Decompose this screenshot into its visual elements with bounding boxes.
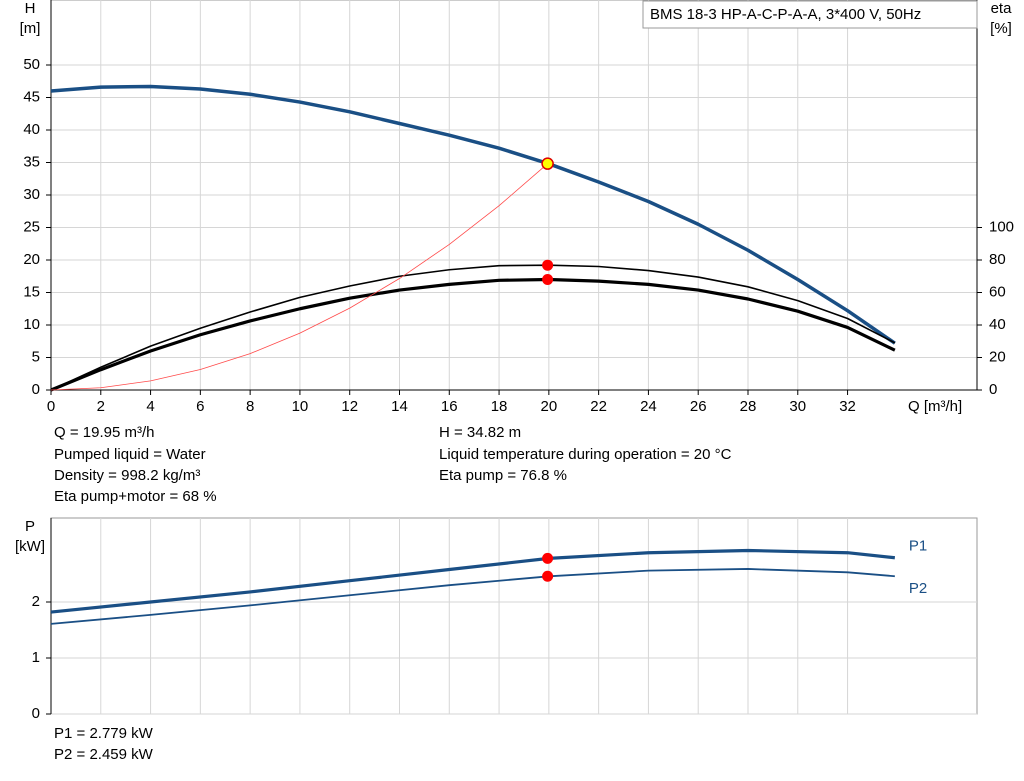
y-tick-label: 40 bbox=[23, 121, 40, 138]
x-tick-label: 2 bbox=[97, 398, 105, 415]
x-tick-label: 30 bbox=[789, 398, 806, 415]
info-text: P2 = 2.459 kW bbox=[54, 746, 154, 763]
y-tick-label: 5 bbox=[32, 348, 40, 365]
info-text: Density = 998.2 kg/m³ bbox=[54, 467, 200, 484]
info-text: Eta pump+motor = 68 % bbox=[54, 488, 217, 505]
y-axis-label: H bbox=[25, 0, 36, 17]
operating-point bbox=[542, 570, 554, 582]
y2-tick-label: 80 bbox=[989, 251, 1006, 268]
y2-tick-label: 40 bbox=[989, 316, 1006, 333]
x-tick-label: 4 bbox=[146, 398, 154, 415]
curve bbox=[50, 84, 896, 345]
x-tick-label: 24 bbox=[640, 398, 657, 415]
y-tick-label: 25 bbox=[23, 218, 40, 235]
y-tick-label: 35 bbox=[23, 153, 40, 170]
x-tick-label: 20 bbox=[541, 398, 558, 415]
x-tick-label: 16 bbox=[441, 398, 458, 415]
x-tick-label: 22 bbox=[590, 398, 607, 415]
y2-tick-label: 60 bbox=[989, 283, 1006, 300]
y-axis-label: [kW] bbox=[15, 538, 45, 555]
operating-point bbox=[542, 274, 554, 285]
legend-label: P2 bbox=[909, 580, 927, 597]
x-tick-label: 14 bbox=[391, 398, 408, 415]
y2-tick-label: 100 bbox=[989, 218, 1014, 235]
y-tick-label: 10 bbox=[23, 316, 40, 333]
curve bbox=[50, 568, 895, 625]
y-tick-label: 15 bbox=[23, 283, 40, 300]
y-tick-label: 0 bbox=[32, 381, 40, 398]
x-tick-label: 26 bbox=[690, 398, 707, 415]
info-text: Eta pump = 76.8 % bbox=[439, 467, 567, 484]
operating-point bbox=[542, 552, 554, 564]
info-text: Q = 19.95 m³/h bbox=[54, 424, 154, 441]
x-tick-label: 10 bbox=[292, 398, 309, 415]
info-text: Liquid temperature during operation = 20… bbox=[439, 446, 732, 463]
curve bbox=[50, 163, 548, 391]
x-axis-label: Q [m³/h] bbox=[908, 398, 962, 415]
info-text: Pumped liquid = Water bbox=[54, 446, 206, 463]
y2-tick-label: 20 bbox=[989, 348, 1006, 365]
x-tick-label: 8 bbox=[246, 398, 254, 415]
y-tick-label: 0 bbox=[32, 705, 40, 722]
operating-point bbox=[541, 157, 554, 170]
x-tick-label: 32 bbox=[839, 398, 856, 415]
y-tick-label: 20 bbox=[23, 251, 40, 268]
title-box bbox=[642, 0, 978, 29]
y-tick-label: 1 bbox=[32, 649, 40, 666]
curve bbox=[50, 264, 896, 391]
y-tick-label: 50 bbox=[23, 56, 40, 73]
y-tick-label: 30 bbox=[23, 186, 40, 203]
curve bbox=[50, 277, 896, 392]
y-tick-label: 2 bbox=[32, 593, 40, 610]
y2-axis-label: eta bbox=[991, 0, 1013, 17]
y-axis-label: [m] bbox=[20, 20, 41, 37]
legend-label: P1 bbox=[909, 538, 927, 555]
x-tick-label: 28 bbox=[740, 398, 757, 415]
y2-axis-label: [%] bbox=[990, 20, 1012, 37]
x-tick-label: 6 bbox=[196, 398, 204, 415]
info-text: P1 = 2.779 kW bbox=[54, 725, 154, 742]
operating-point bbox=[542, 259, 554, 271]
plot-area bbox=[50, 517, 978, 715]
x-tick-label: 18 bbox=[491, 398, 508, 415]
chart-title: BMS 18-3 HP-A-C-P-A-A, 3*400 V, 50Hz bbox=[650, 6, 921, 23]
y2-tick-label: 0 bbox=[989, 381, 997, 398]
info-text: H = 34.82 m bbox=[439, 424, 521, 441]
x-tick-label: 0 bbox=[47, 398, 55, 415]
curve bbox=[50, 548, 896, 614]
y-tick-label: 45 bbox=[23, 88, 40, 105]
y-axis-label: P bbox=[25, 518, 35, 535]
x-tick-label: 12 bbox=[341, 398, 358, 415]
